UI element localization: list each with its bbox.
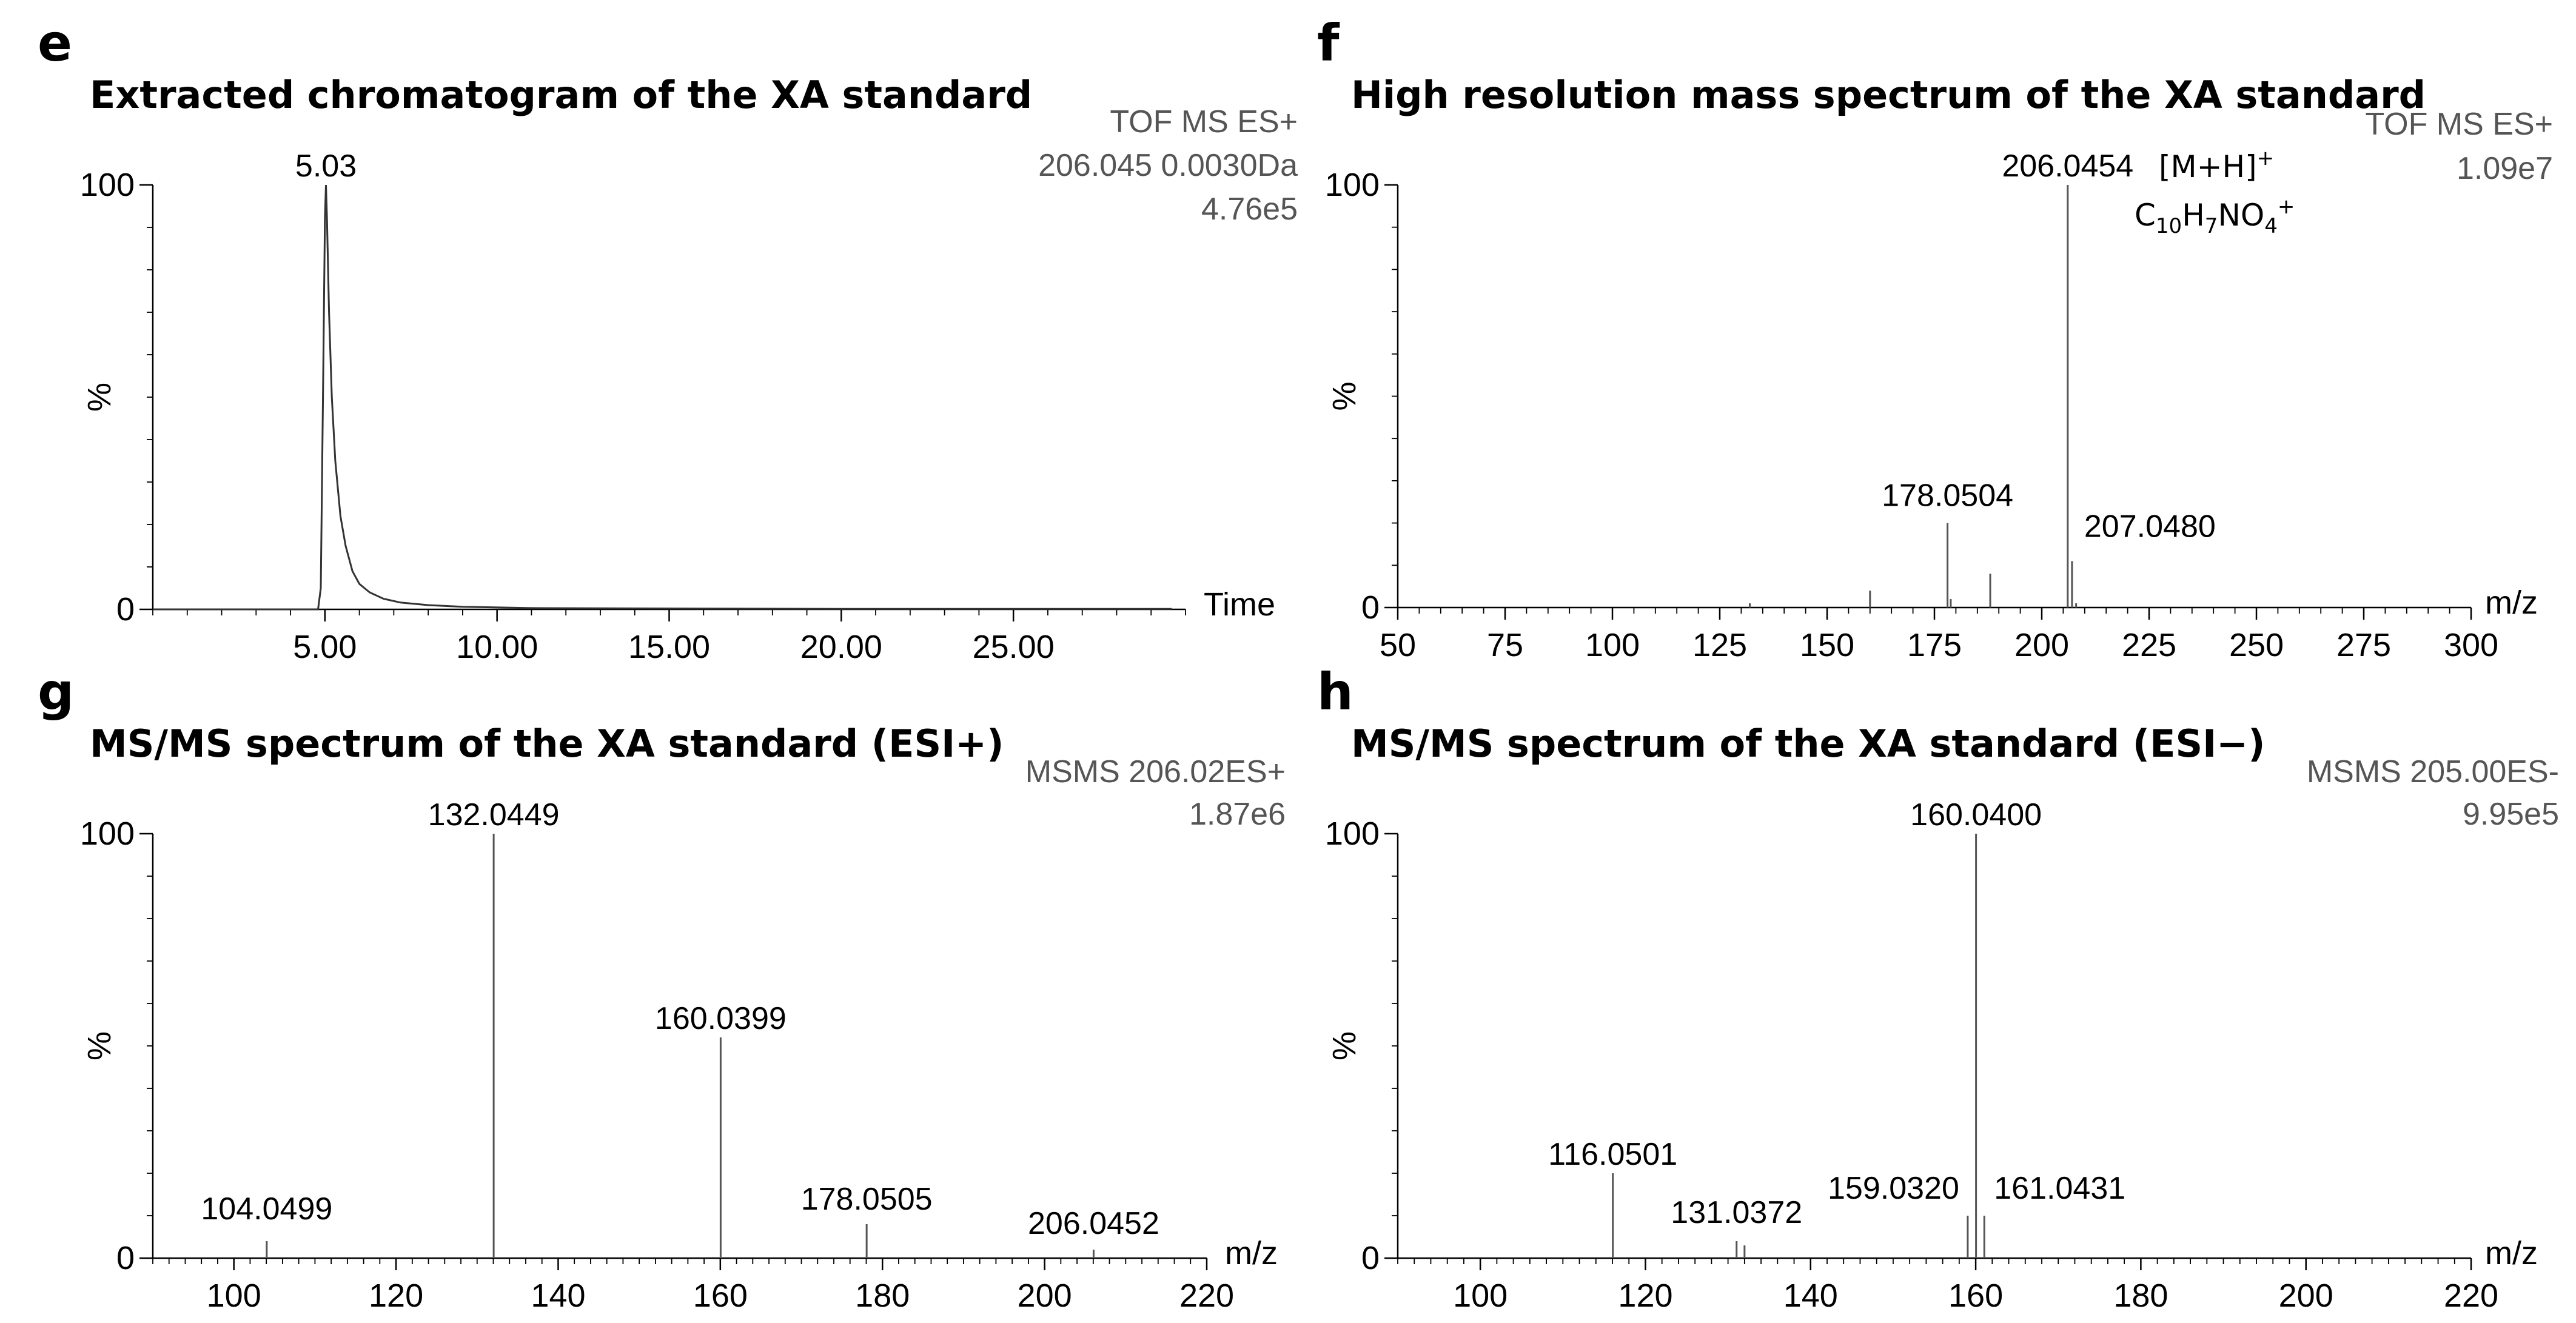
- x-tick-label-g: 120: [369, 1278, 423, 1314]
- peak-label-f: 178.0504: [1882, 478, 2013, 514]
- peak-label-h: 116.0501: [1548, 1137, 1677, 1172]
- meta-text-e-2: 4.76e5: [1201, 192, 1298, 227]
- x-tick-label-f: 150: [1800, 627, 1854, 663]
- x-tick-label-e: 25.00: [973, 629, 1055, 665]
- peak-label-f: 207.0480: [2084, 509, 2216, 544]
- panel-h: hMS/MS spectrum of the XA standard (ESI−…: [1317, 662, 2559, 1314]
- x-tick-label-f: 175: [1907, 627, 1962, 663]
- chromatogram-trace: [153, 184, 1172, 611]
- meta-text-h-0: MSMS 205.00ES-: [2307, 754, 2559, 789]
- panel-letter-f: f: [1317, 13, 1340, 73]
- y-tick-label-e: 0: [116, 591, 135, 628]
- y-axis-label-e: %: [81, 383, 118, 412]
- x-tick-label-f: 225: [2122, 627, 2176, 663]
- peak-label-f: 206.0454: [2002, 149, 2133, 184]
- panel-title-e: Extracted chromatogram of the XA standar…: [90, 73, 1032, 117]
- y-axis-label-h: %: [1326, 1031, 1363, 1060]
- meta-text-h-1: 9.95e5: [2463, 797, 2559, 832]
- x-tick-label-h: 200: [2279, 1278, 2333, 1314]
- panel-letter-h: h: [1317, 662, 1353, 722]
- panel-e: e Extracted chromatogram of the XA standa…: [38, 13, 1298, 665]
- x-tick-label-f: 75: [1487, 627, 1523, 663]
- x-tick-label-g: 140: [531, 1278, 585, 1314]
- peak-label-g: 178.0505: [801, 1182, 933, 1217]
- x-tick-label-h: 160: [1948, 1278, 2003, 1314]
- peak-label-h: 160.0400: [1910, 797, 2042, 832]
- x-tick-label-g: 180: [855, 1278, 910, 1314]
- ion-annotation: [M+H]+: [2159, 146, 2274, 184]
- x-tick-label-h: 100: [1453, 1278, 1508, 1314]
- x-tick-label-g: 200: [1018, 1278, 1072, 1314]
- peak-label-h: 161.0431: [1994, 1171, 2125, 1206]
- x-tick-label-e: 5.00: [293, 629, 357, 665]
- x-tick-label-e: 15.00: [628, 629, 710, 665]
- x-tick-label-f: 300: [2444, 627, 2498, 663]
- x-tick-label-e: 10.00: [456, 629, 538, 665]
- x-tick-label-g: 160: [693, 1278, 748, 1314]
- peak-label-h: 131.0372: [1671, 1195, 1802, 1230]
- y-tick-label-g: 100: [80, 816, 135, 852]
- y-tick-label-e: 100: [80, 167, 135, 203]
- panel-title-h: MS/MS spectrum of the XA standard (ESI−): [1351, 722, 2265, 766]
- x-tick-label-h: 140: [1783, 1278, 1838, 1314]
- meta-text-g-0: MSMS 206.02ES+: [1025, 754, 1286, 789]
- x-axis-label-f: m/z: [2485, 584, 2538, 621]
- meta-text-g-1: 1.87e6: [1189, 797, 1286, 832]
- x-axis-label-e: Time: [1204, 586, 1275, 623]
- x-axis-label-g: m/z: [1225, 1235, 1278, 1271]
- meta-text-e-1: 206.045 0.0030Da: [1038, 148, 1298, 183]
- panel-g: g MS/MS spectrum of the XA standard (ESI+…: [38, 662, 1286, 1314]
- x-tick-label-f: 275: [2336, 627, 2391, 663]
- panel-title-g: MS/MS spectrum of the XA standard (ESI+): [90, 722, 1004, 766]
- x-tick-label-f: 200: [2014, 627, 2069, 663]
- x-tick-label-h: 220: [2444, 1278, 2498, 1314]
- x-axis-label-h: m/z: [2485, 1235, 2538, 1271]
- panel-letter-e: e: [38, 13, 72, 73]
- x-tick-label-h: 120: [1618, 1278, 1672, 1314]
- panel-title-f: High resolution mass spectrum of the XA …: [1351, 73, 2426, 117]
- y-tick-label-g: 0: [116, 1240, 135, 1276]
- y-tick-label-h: 0: [1361, 1240, 1380, 1276]
- y-tick-label-f: 100: [1325, 167, 1380, 203]
- meta-text-f-1: 1.09e7: [2457, 151, 2553, 186]
- x-tick-label-f: 50: [1380, 627, 1416, 663]
- panel-letter-g: g: [38, 662, 74, 722]
- formula-annotation: C10H7NO4+: [2135, 195, 2295, 238]
- meta-text-f-0: TOF MS ES+: [2365, 107, 2553, 142]
- peak-label-g: 132.0449: [428, 797, 560, 832]
- y-axis-label-g: %: [81, 1031, 118, 1060]
- x-tick-label-h: 180: [2113, 1278, 2168, 1314]
- peak-label-h: 159.0320: [1828, 1171, 1959, 1206]
- x-tick-label-g: 100: [207, 1278, 261, 1314]
- x-tick-label-f: 100: [1585, 627, 1640, 663]
- meta-text-e-0: TOF MS ES+: [1110, 104, 1298, 139]
- peak-label-g: 206.0452: [1028, 1206, 1159, 1241]
- peak-label-e: 5.03: [295, 149, 357, 184]
- y-tick-label-h: 100: [1325, 816, 1380, 852]
- peak-label-g: 160.0399: [655, 1001, 787, 1036]
- y-axis-label-f: %: [1326, 381, 1363, 410]
- x-tick-label-g: 220: [1179, 1278, 1234, 1314]
- y-tick-label-f: 0: [1361, 589, 1380, 626]
- x-tick-label-f: 250: [2229, 627, 2284, 663]
- x-tick-label-e: 20.00: [800, 629, 882, 665]
- peak-label-g: 104.0499: [201, 1191, 332, 1227]
- x-tick-label-f: 125: [1692, 627, 1747, 663]
